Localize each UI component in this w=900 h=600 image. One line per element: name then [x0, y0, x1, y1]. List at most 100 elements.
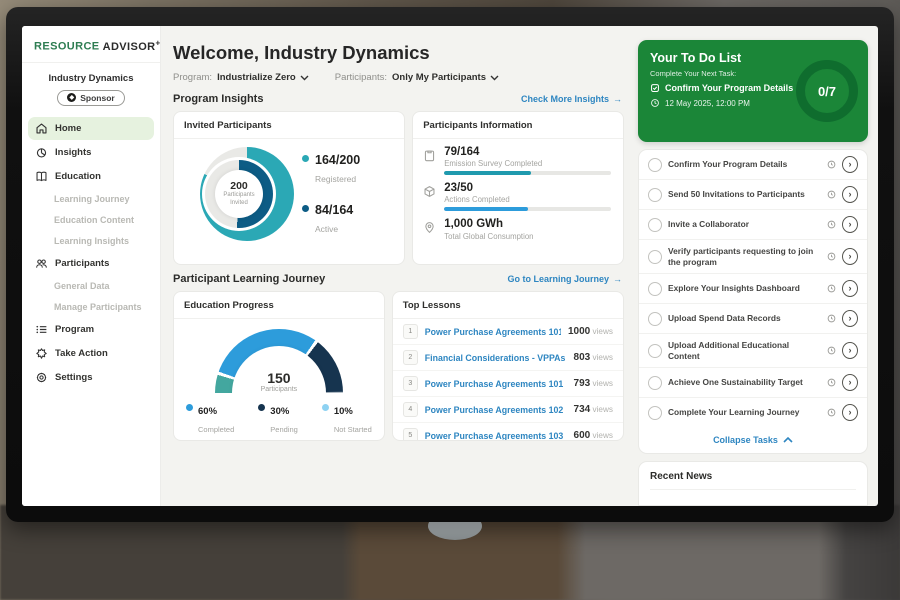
emission-progress-bar: [444, 171, 611, 175]
chevron-right-button[interactable]: ›: [842, 156, 858, 173]
sidebar-item-program[interactable]: Program: [28, 318, 154, 341]
participants-icon: [35, 257, 48, 270]
sidebar-item-learning-journey[interactable]: Learning Journey: [28, 189, 154, 209]
participants-filter: Participants: Only My Participants: [335, 72, 499, 83]
lesson-row: 2 Financial Considerations - VPPAs 803 v…: [393, 345, 623, 371]
todo-checkbox[interactable]: [648, 188, 662, 202]
chevron-right-button[interactable]: ›: [842, 342, 858, 359]
sidebar-nav: Home Insights Education Learning Journey…: [22, 114, 160, 392]
todo-checkbox[interactable]: [648, 218, 662, 232]
stat-emission-survey: 79/164 Emission Survey Completed: [413, 139, 623, 175]
chevron-up-icon: [783, 437, 793, 443]
sidebar-item-home[interactable]: Home: [28, 117, 154, 140]
sidebar: RESOURCE ADVISOR+ Industry Dynamics ◆ Sp…: [22, 26, 161, 506]
lesson-link[interactable]: Power Purchase Agreements 101: [425, 327, 561, 337]
todo-checkbox[interactable]: [648, 312, 662, 326]
todo-item[interactable]: Confirm Your Program Details ›: [639, 150, 867, 180]
chevron-right-button[interactable]: ›: [842, 404, 858, 421]
todo-checkbox[interactable]: [648, 406, 662, 420]
clock-icon: [827, 284, 836, 293]
sponsor-icon: ◆: [67, 93, 76, 102]
stat-actions-completed: 23/50 Actions Completed: [413, 175, 623, 211]
todo-checkbox[interactable]: [648, 344, 662, 358]
program-icon: [35, 323, 48, 336]
sidebar-item-learning-insights[interactable]: Learning Insights: [28, 231, 154, 251]
chevron-right-button[interactable]: ›: [842, 248, 858, 265]
sidebar-item-education-content[interactable]: Education Content: [28, 210, 154, 230]
todo-item[interactable]: Explore Your Insights Dashboard ›: [639, 274, 867, 304]
invited-legend: 164/200Registered 84/164Active: [302, 151, 360, 237]
go-to-learning-journey-link[interactable]: Go to Learning Journey →: [507, 274, 622, 284]
education-legend: 60%Completed 30%Pending 10%Not Started: [174, 395, 384, 437]
lesson-row: 1 Power Purchase Agreements 101 1000 vie…: [393, 319, 623, 345]
take-action-icon: [35, 347, 48, 360]
main-content: Welcome, Industry Dynamics Program: Indu…: [161, 26, 634, 506]
legend-registered: 164/200Registered: [302, 151, 360, 187]
legend-active: 84/164Active: [302, 201, 360, 237]
todo-column: Your To Do List Complete Your Next Task:…: [634, 26, 878, 506]
program-select[interactable]: Industrialize Zero: [217, 72, 309, 83]
chevron-right-button[interactable]: ›: [842, 374, 858, 391]
sidebar-item-education[interactable]: Education: [28, 165, 154, 188]
sponsor-badge-wrap: ◆ Sponsor: [22, 84, 160, 114]
chevron-right-button[interactable]: ›: [842, 280, 858, 297]
sidebar-item-insights[interactable]: Insights: [28, 141, 154, 164]
legend-completed: 60%Completed: [186, 401, 234, 437]
arrow-right-icon: →: [613, 274, 622, 284]
settings-icon: [35, 371, 48, 384]
todo-checkbox[interactable]: [648, 250, 662, 264]
sidebar-item-participants[interactable]: Participants: [28, 252, 154, 275]
lesson-link[interactable]: Power Purchase Agreements 102: [425, 405, 567, 415]
desk-scene: RESOURCE ADVISOR+ Industry Dynamics ◆ Sp…: [0, 0, 900, 600]
todo-item[interactable]: Upload Additional Educational Content ›: [639, 334, 867, 368]
clock-icon: [827, 190, 836, 199]
todo-item[interactable]: Invite a Collaborator ›: [639, 210, 867, 240]
education-icon: [35, 170, 48, 183]
todo-item[interactable]: Complete Your Learning Journey ›: [639, 398, 867, 427]
filters-row: Program: Industrialize Zero Participants…: [173, 72, 624, 83]
todo-item[interactable]: Achieve One Sustainability Target ›: [639, 368, 867, 398]
clock-icon: [827, 408, 836, 417]
page-title: Welcome, Industry Dynamics: [173, 42, 624, 64]
chevron-down-icon: [490, 75, 499, 81]
education-gauge-chart: 150 Participants: [215, 329, 343, 393]
chevron-right-button[interactable]: ›: [842, 186, 858, 203]
todo-checkbox[interactable]: [648, 376, 662, 390]
lesson-link[interactable]: Power Purchase Agreements 103: [425, 431, 567, 441]
collapse-tasks-link[interactable]: Collapse Tasks: [639, 427, 867, 453]
clock-icon: [827, 252, 836, 261]
sidebar-item-take-action[interactable]: Take Action: [28, 342, 154, 365]
insights-icon: [35, 146, 48, 159]
lesson-link[interactable]: Financial Considerations - VPPAs: [425, 353, 567, 363]
todo-item[interactable]: Verify participants requesting to join t…: [639, 240, 867, 274]
home-icon: [35, 122, 48, 135]
program-filter: Program: Industrialize Zero: [173, 72, 309, 83]
invited-donut-chart: 200 Participants Invited: [192, 147, 286, 241]
participants-select[interactable]: Only My Participants: [392, 72, 499, 83]
logo-advisor: ADVISOR+: [103, 41, 161, 53]
chevron-right-button[interactable]: ›: [842, 216, 858, 233]
clock-icon: [827, 160, 836, 169]
todo-item[interactable]: Upload Spend Data Records ›: [639, 304, 867, 334]
chevron-right-button[interactable]: ›: [842, 310, 858, 327]
sidebar-item-general-data[interactable]: General Data: [28, 276, 154, 296]
clock-icon: [827, 346, 836, 355]
legend-pending: 30%Pending: [258, 401, 298, 437]
lesson-row: 3 Power Purchase Agreements 101 793 view…: [393, 371, 623, 397]
clock-icon: [827, 220, 836, 229]
sidebar-item-settings[interactable]: Settings: [28, 366, 154, 389]
todo-item[interactable]: Send 50 Invitations to Participants ›: [639, 180, 867, 210]
program-insights-header: Program Insights Check More Insights →: [173, 93, 622, 105]
actions-icon: [423, 185, 436, 198]
logo-resource: RESOURCE: [34, 41, 100, 53]
check-more-insights-link[interactable]: Check More Insights →: [521, 94, 622, 104]
todo-progress-ring: 0/7: [796, 60, 858, 122]
todo-checkbox[interactable]: [648, 158, 662, 172]
sponsor-badge[interactable]: ◆ Sponsor: [57, 90, 124, 106]
sidebar-item-manage-participants[interactable]: Manage Participants: [28, 297, 154, 317]
app-window: RESOURCE ADVISOR+ Industry Dynamics ◆ Sp…: [22, 26, 878, 506]
todo-checkbox[interactable]: [648, 282, 662, 296]
top-lessons-card: Top Lessons 1 Power Purchase Agreements …: [392, 291, 624, 441]
org-name: Industry Dynamics: [22, 73, 160, 84]
lesson-link[interactable]: Power Purchase Agreements 101: [425, 379, 567, 389]
